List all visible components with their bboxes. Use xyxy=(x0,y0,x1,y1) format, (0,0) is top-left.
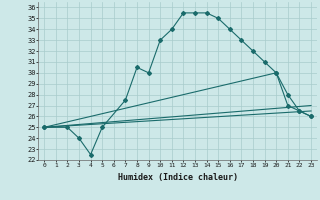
X-axis label: Humidex (Indice chaleur): Humidex (Indice chaleur) xyxy=(118,173,238,182)
